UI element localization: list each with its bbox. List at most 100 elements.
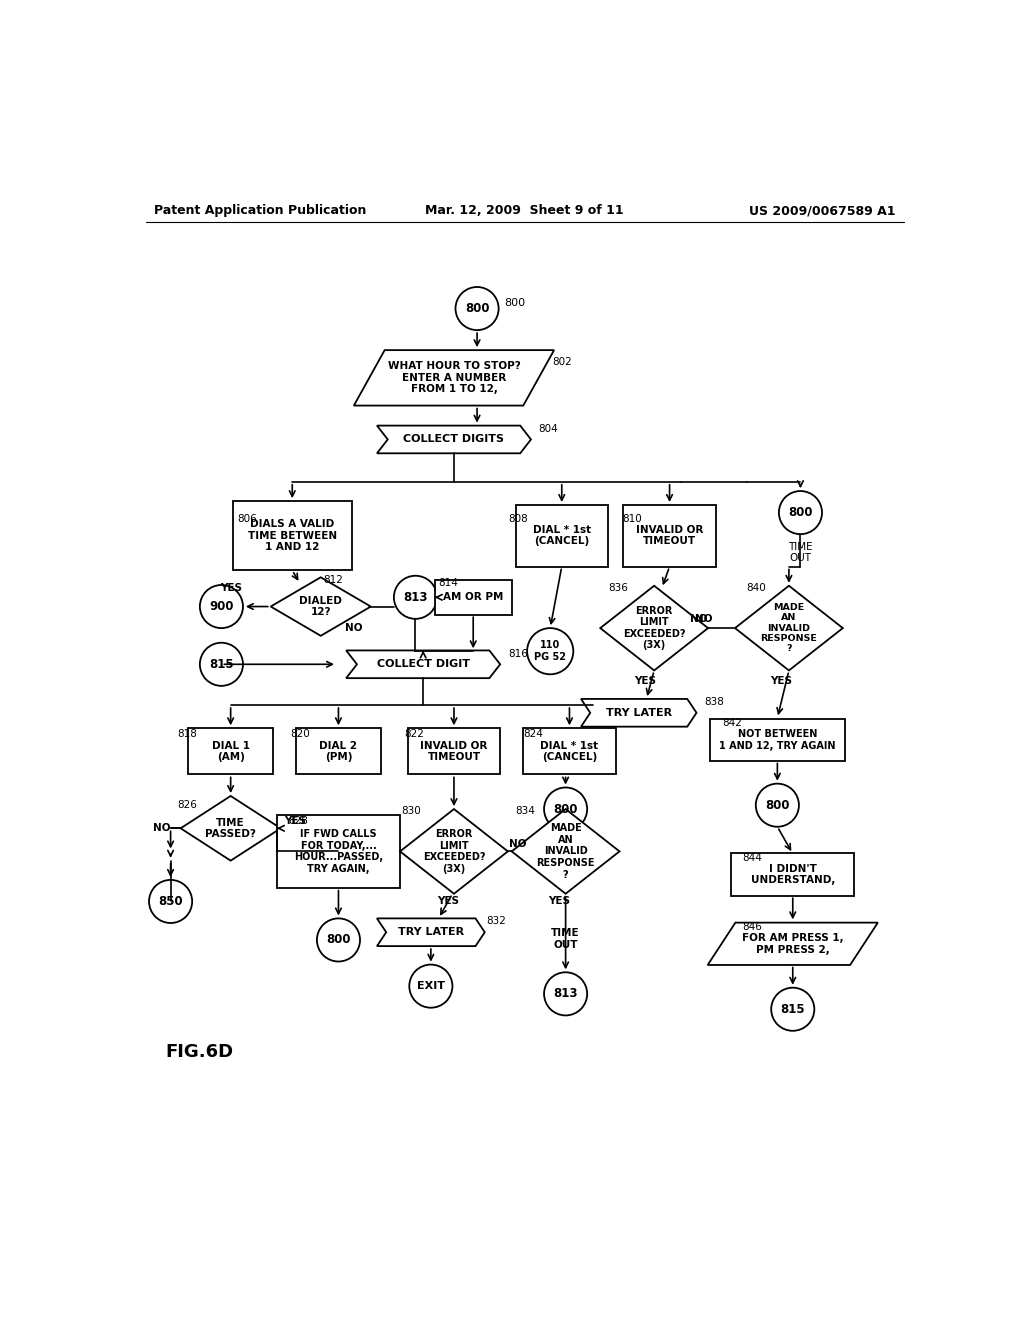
Text: 813: 813 (403, 591, 428, 603)
Text: 834: 834 (515, 807, 536, 816)
Polygon shape (735, 586, 843, 671)
Polygon shape (512, 809, 620, 894)
Text: DIAL * 1st
(CANCEL): DIAL * 1st (CANCEL) (532, 525, 591, 546)
Circle shape (544, 788, 587, 830)
Text: ERROR
LIMIT
EXCEEDED?
(3X): ERROR LIMIT EXCEEDED? (3X) (423, 829, 485, 874)
Text: 828: 828 (289, 816, 308, 825)
Polygon shape (581, 700, 696, 726)
Text: FIG.6D: FIG.6D (166, 1043, 233, 1060)
Text: 802: 802 (553, 358, 572, 367)
Text: COLLECT DIGIT: COLLECT DIGIT (377, 659, 470, 669)
Text: 800: 800 (765, 799, 790, 812)
Text: US 2009/0067589 A1: US 2009/0067589 A1 (750, 205, 896, 218)
Text: YES: YES (634, 676, 656, 686)
Text: 804: 804 (539, 425, 558, 434)
Text: NO: NO (689, 614, 708, 624)
Circle shape (756, 784, 799, 826)
Text: YES: YES (548, 896, 569, 906)
Bar (276, 814, 400, 888)
Circle shape (394, 576, 437, 619)
Text: 844: 844 (742, 853, 763, 862)
Polygon shape (180, 796, 281, 861)
Text: WHAT HOUR TO STOP?
ENTER A NUMBER
FROM 1 TO 12,: WHAT HOUR TO STOP? ENTER A NUMBER FROM 1… (388, 362, 520, 395)
Bar (232, 502, 352, 570)
Text: 815: 815 (209, 657, 233, 671)
Polygon shape (346, 651, 500, 678)
Bar (296, 729, 381, 775)
Text: Mar. 12, 2009  Sheet 9 of 11: Mar. 12, 2009 Sheet 9 of 11 (426, 205, 624, 218)
Circle shape (200, 585, 243, 628)
Text: EXIT: EXIT (417, 981, 444, 991)
Text: 816: 816 (508, 648, 527, 659)
Text: FOR AM PRESS 1,
PM PRESS 2,: FOR AM PRESS 1, PM PRESS 2, (742, 933, 844, 954)
Text: DIAL 2
(PM): DIAL 2 (PM) (319, 741, 357, 762)
Text: ERROR
LIMIT
EXCEEDED?
(3X): ERROR LIMIT EXCEEDED? (3X) (623, 606, 685, 651)
Polygon shape (377, 425, 531, 453)
Text: 838: 838 (705, 697, 724, 708)
Text: MADE
AN
INVALID
RESPONSE
?: MADE AN INVALID RESPONSE ? (537, 824, 595, 879)
Text: TRY LATER: TRY LATER (397, 927, 464, 937)
Text: INVALID OR
TIMEOUT: INVALID OR TIMEOUT (420, 741, 487, 762)
Text: 810: 810 (622, 513, 642, 524)
Text: NO: NO (154, 824, 171, 833)
Text: TIME
OUT: TIME OUT (551, 928, 580, 950)
Text: YES: YES (770, 676, 793, 686)
Text: YES: YES (437, 896, 459, 906)
Text: 900: 900 (209, 601, 233, 612)
Text: 830: 830 (401, 807, 421, 816)
Circle shape (527, 628, 573, 675)
Bar (408, 729, 500, 775)
Text: 820: 820 (291, 730, 310, 739)
Text: Patent Application Publication: Patent Application Publication (154, 205, 366, 218)
Text: YES: YES (220, 583, 242, 593)
Polygon shape (708, 923, 878, 965)
Polygon shape (377, 919, 484, 946)
Text: NOT BETWEEN
1 AND 12, TRY AGAIN: NOT BETWEEN 1 AND 12, TRY AGAIN (719, 729, 836, 751)
Text: 800: 800 (465, 302, 489, 315)
Text: 815: 815 (780, 1003, 805, 1016)
Bar (188, 729, 273, 775)
Bar (710, 718, 845, 760)
Circle shape (544, 973, 587, 1015)
Text: 812: 812 (323, 576, 343, 585)
Text: IF FWD CALLS
FOR TODAY,...
HOUR...PASSED,
TRY AGAIN,: IF FWD CALLS FOR TODAY,... HOUR...PASSED… (294, 829, 383, 874)
Circle shape (779, 491, 822, 535)
Text: DIAL * 1st
(CANCEL): DIAL * 1st (CANCEL) (541, 741, 598, 762)
Text: I DIDN'T
UNDERSTAND,: I DIDN'T UNDERSTAND, (751, 863, 835, 886)
Text: AM OR PM: AM OR PM (443, 593, 504, 602)
Polygon shape (600, 586, 708, 671)
Text: NO: NO (695, 614, 713, 624)
Circle shape (771, 987, 814, 1031)
Polygon shape (354, 350, 554, 405)
Text: 826: 826 (177, 800, 197, 810)
Text: 836: 836 (608, 583, 628, 593)
Polygon shape (270, 577, 371, 636)
Circle shape (150, 880, 193, 923)
Circle shape (410, 965, 453, 1007)
Circle shape (316, 919, 360, 961)
Bar (523, 729, 615, 775)
Polygon shape (400, 809, 508, 894)
Text: 842: 842 (722, 718, 741, 727)
Circle shape (456, 286, 499, 330)
Bar (624, 506, 716, 566)
Text: YES: YES (285, 816, 306, 825)
Text: 800: 800 (504, 298, 525, 308)
Text: MADE
AN
INVALID
RESPONSE
?: MADE AN INVALID RESPONSE ? (761, 603, 817, 653)
Text: 850: 850 (159, 895, 183, 908)
Text: DIAL 1
(AM): DIAL 1 (AM) (212, 741, 250, 762)
Text: NO: NO (509, 838, 527, 849)
Text: 822: 822 (403, 730, 424, 739)
Bar (731, 853, 854, 896)
Text: 800: 800 (553, 803, 578, 816)
Bar (435, 579, 512, 615)
Text: 840: 840 (746, 583, 766, 593)
Text: 824: 824 (523, 730, 543, 739)
Text: COLLECT DIGITS: COLLECT DIGITS (403, 434, 505, 445)
Text: 814: 814 (438, 578, 459, 589)
Text: DIALED
12?: DIALED 12? (299, 595, 342, 618)
Text: NO: NO (345, 623, 362, 634)
Text: 806: 806 (237, 513, 257, 524)
Text: TIME
PASSED?: TIME PASSED? (205, 817, 256, 840)
Circle shape (200, 643, 243, 686)
